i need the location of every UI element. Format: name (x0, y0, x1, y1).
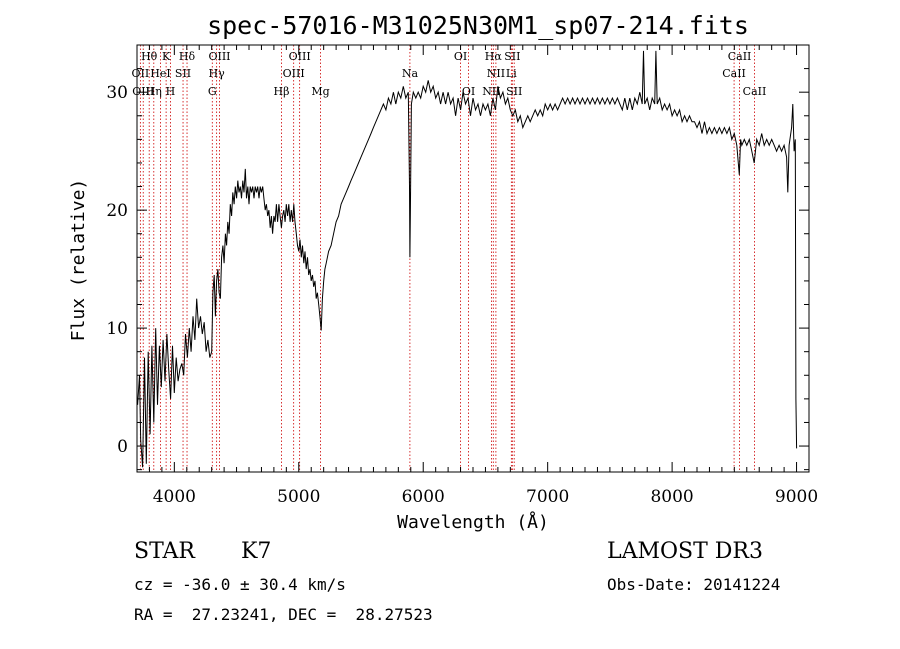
spectrum-line (137, 50, 798, 468)
line-label-nii: NII (482, 85, 500, 98)
line-label-hδ: Hδ (179, 50, 196, 63)
line-label-caii: CaII (722, 67, 746, 80)
line-label-hα: Hα (485, 50, 503, 63)
object-subclass: K7 (241, 539, 272, 564)
y-tick-label: 10 (106, 319, 128, 339)
line-label-oiii: OIII (132, 85, 154, 98)
survey-name: LAMOST DR3 (607, 539, 763, 564)
line-label-sii: SII (506, 85, 522, 98)
line-label-oii: OII (132, 67, 150, 80)
line-label-na: Na (402, 67, 419, 80)
x-tick-label: 9000 (775, 487, 818, 507)
line-label-oi: OI (454, 50, 467, 63)
line-label-li: Li (506, 67, 517, 80)
x-axis: 4000 5000 6000 7000 8000 9000 (148, 45, 818, 507)
x-tick-label: 5000 (277, 487, 320, 507)
line-label-nii: NII (487, 67, 505, 80)
line-label-sii: SII (504, 50, 520, 63)
y-tick-label: 30 (106, 83, 128, 103)
redshift-velocity: cz = -36.0 ± 30.4 km/s (134, 575, 346, 594)
x-tick-label: 6000 (402, 487, 445, 507)
line-label-h: H (166, 85, 176, 98)
x-tick-label: 4000 (153, 487, 196, 507)
x-tick-label: 8000 (650, 487, 693, 507)
observation-date: Obs-Date: 20141224 (607, 575, 781, 594)
y-axis-label: Flux (relative) (68, 179, 89, 342)
line-label-oiii: OIII (289, 50, 311, 63)
y-axis: 0 10 20 30 (106, 44, 809, 471)
line-markers (139, 45, 755, 472)
y-tick-label: 20 (106, 201, 128, 221)
line-labels: Hθ OII OIII HeI Hη K SII H Hδ OIII Hγ G OIII OIII Hβ Mg… (132, 50, 767, 98)
line-label-sii: SII (175, 67, 191, 80)
y-tick-label: 0 (117, 437, 128, 457)
line-label-hη: Hη (146, 85, 162, 98)
line-label-hγ: Hγ (209, 67, 226, 80)
plot-frame (136, 44, 810, 473)
line-label-caii: CaII (743, 85, 767, 98)
line-label-oiii: OIII (208, 50, 230, 63)
line-label-hθ: Hθ (141, 50, 158, 63)
line-label-k: K (162, 50, 171, 63)
line-label-oiii: OIII (283, 67, 305, 80)
line-label-g: G (208, 85, 217, 98)
line-label-mg: Mg (311, 85, 329, 98)
line-label-hβ: Hβ (274, 85, 290, 98)
x-tick-label: 7000 (526, 487, 569, 507)
chart-title: spec-57016-M31025N30M1_sp07-214.fits (207, 11, 749, 40)
line-label-oi: OI (462, 85, 475, 98)
line-label-hei: HeI (150, 67, 170, 80)
coordinates: RA = 27.23241, DEC = 28.27523 (134, 605, 433, 624)
x-axis-label: Wavelength (Å) (397, 511, 549, 533)
line-label-caii: CaII (728, 50, 752, 63)
object-class: STAR (134, 539, 195, 564)
